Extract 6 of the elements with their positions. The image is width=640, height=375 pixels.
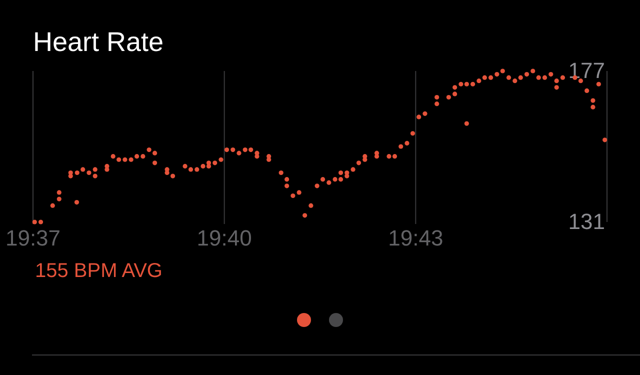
chart-title: Heart Rate: [33, 27, 164, 57]
x-tick-label: 19:43: [388, 226, 444, 251]
text: 155 BPM AVG: [35, 260, 162, 282]
x-tick-label: 19:37: [5, 226, 61, 251]
x-tick-label: 19:40: [196, 226, 252, 251]
y-tick-label: 131: [568, 209, 605, 234]
